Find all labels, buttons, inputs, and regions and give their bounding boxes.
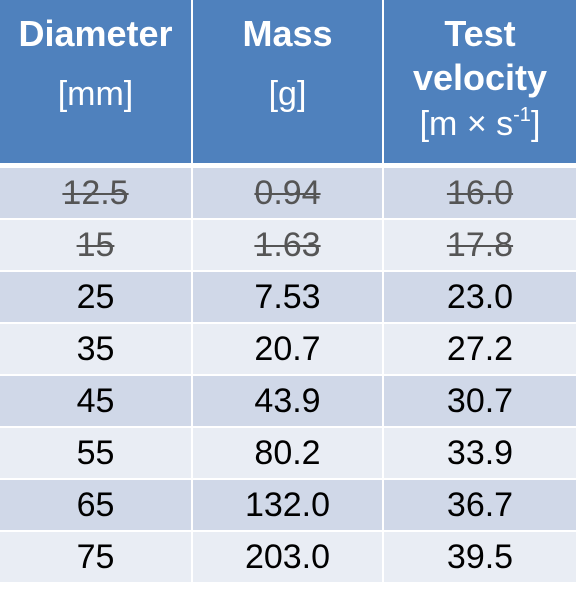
cell-diameter: 15 <box>0 219 193 272</box>
table-row: 45 43.9 30.7 <box>0 375 576 428</box>
cell-mass: 7.53 <box>192 271 384 324</box>
cell-mass: 1.63 <box>192 219 384 272</box>
cell-velocity-text: 16.0 <box>446 173 514 212</box>
header-mass-unit: [g] <box>268 75 307 113</box>
cell-velocity: 16.0 <box>383 165 576 220</box>
cell-diameter-text: 12.5 <box>62 173 129 212</box>
header-mass-label: Mass <box>242 13 333 54</box>
header-velocity-unit-exponent: -1 <box>513 104 531 126</box>
header-velocity-unit: [m × s-1] <box>384 102 576 146</box>
header-velocity: Test velocity [m × s-1] <box>383 0 576 168</box>
cell-velocity-text: 17.8 <box>446 225 514 264</box>
cell-velocity: 36.7 <box>383 479 576 532</box>
table-row: 55 80.2 33.9 <box>0 427 576 480</box>
header-diameter-unit: [mm] <box>57 75 134 113</box>
cell-diameter: 12.5 <box>0 165 193 220</box>
cell-mass: 203.0 <box>192 531 384 584</box>
cell-diameter-text: 15 <box>76 225 115 264</box>
header-mass: Mass [g] <box>192 0 384 168</box>
cell-diameter: 55 <box>0 427 193 480</box>
header-diameter: Diameter [mm] <box>0 0 193 168</box>
table-row: 35 20.7 27.2 <box>0 323 576 376</box>
cell-diameter: 65 <box>0 479 193 532</box>
cell-velocity: 30.7 <box>383 375 576 428</box>
table-row: 75 203.0 39.5 <box>0 531 576 584</box>
header-velocity-unit-close: ] <box>530 105 541 143</box>
header-velocity-label-2: velocity <box>412 57 548 98</box>
cell-diameter: 45 <box>0 375 193 428</box>
cell-diameter: 75 <box>0 531 193 584</box>
cell-mass: 80.2 <box>192 427 384 480</box>
cell-velocity: 33.9 <box>383 427 576 480</box>
header-velocity-unit-main: [m × s <box>419 105 514 143</box>
header-velocity-label-1: Test <box>444 13 516 54</box>
table-row: 25 7.53 23.0 <box>0 271 576 324</box>
cell-velocity: 27.2 <box>383 323 576 376</box>
cell-diameter: 25 <box>0 271 193 324</box>
cell-mass-text: 0.94 <box>254 173 321 212</box>
cell-mass: 132.0 <box>192 479 384 532</box>
table-row: 15 1.63 17.8 <box>0 219 576 272</box>
table-body: 12.5 0.94 16.0 15 1.63 17.8 25 7.53 23.0… <box>0 165 576 584</box>
header-row: Diameter [mm] Mass [g] Test velocity [m … <box>0 0 576 168</box>
table-row: 12.5 0.94 16.0 <box>0 165 576 220</box>
cell-velocity: 23.0 <box>383 271 576 324</box>
cell-diameter: 35 <box>0 323 193 376</box>
cell-mass: 20.7 <box>192 323 384 376</box>
table-header: Diameter [mm] Mass [g] Test velocity [m … <box>0 0 576 168</box>
cell-mass: 43.9 <box>192 375 384 428</box>
cell-mass-text: 1.63 <box>254 225 321 264</box>
table-row: 65 132.0 36.7 <box>0 479 576 532</box>
header-diameter-label: Diameter <box>18 13 173 54</box>
cell-mass: 0.94 <box>192 165 384 220</box>
cell-velocity: 17.8 <box>383 219 576 272</box>
cell-velocity: 39.5 <box>383 531 576 584</box>
